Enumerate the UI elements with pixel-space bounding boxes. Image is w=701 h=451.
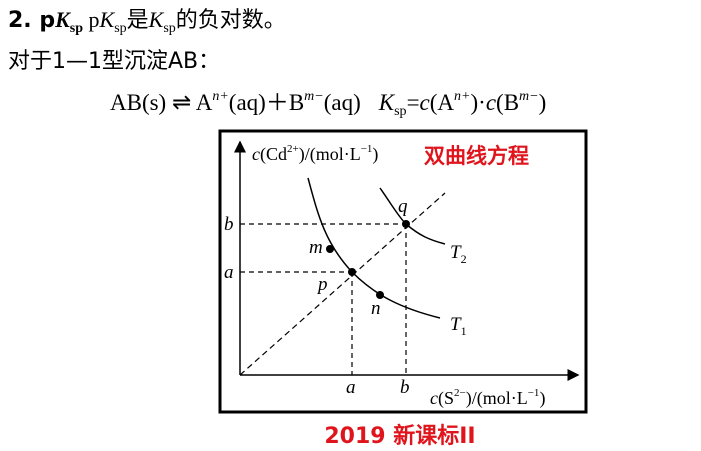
curve-label: T2 (450, 242, 467, 266)
y-tick-label: b (224, 214, 234, 235)
heading-text: K (54, 7, 71, 32)
footer: 2019 新课标II (324, 423, 475, 449)
heading-text: K (148, 7, 165, 32)
point-label: n (371, 298, 381, 319)
point (376, 291, 384, 299)
x-label-text: −1 (528, 387, 540, 399)
eq-text: = (407, 90, 420, 115)
intro-text: 对于1—1型沉淀AB： (8, 49, 220, 74)
eq-text: (B (496, 90, 519, 115)
eq-sup: n+ (454, 89, 470, 104)
x-label-text: )/(mol·L (466, 388, 528, 409)
annotation: 双曲线方程 (424, 144, 529, 168)
eq-text: ) (539, 90, 547, 115)
x-label-text: c (430, 388, 438, 408)
x-label: c(S2−)/(mol·L−1) (430, 387, 545, 409)
curve-t2 (379, 187, 446, 245)
curve-label-text: T (450, 314, 462, 335)
equation: AB(s) ⇌ An+(aq)＋Bm−(aq) Ksp=c(An+)·c(Bm−) (110, 89, 546, 119)
y-tick-label: a (224, 262, 234, 283)
y-label-text: 2+ (287, 143, 299, 155)
eq-sup: n+ (212, 89, 228, 104)
y-label-text: (Cd (260, 144, 287, 165)
heading-text: sp (114, 21, 126, 36)
point (348, 268, 356, 276)
eq-text: K (378, 90, 396, 115)
x-label-text: ) (539, 388, 545, 409)
eq-text: )· (471, 90, 486, 115)
point (402, 220, 410, 228)
x-label-text: (S (438, 388, 454, 409)
eq-text: c (420, 90, 430, 115)
heading-text: K (99, 7, 116, 32)
y-label-text: )/(mol·L (299, 144, 361, 165)
curve-label-text: 2 (461, 252, 467, 266)
heading: 2. pKsp pKsp是Ksp的负对数。 (8, 7, 286, 36)
heading-text: sp (163, 21, 175, 36)
x-tick-label: b (400, 377, 410, 398)
tick-labels: b a a b (224, 214, 410, 398)
point-label: p (316, 274, 328, 295)
eq-sub: sp (394, 104, 406, 119)
eq-sup: m− (519, 89, 539, 104)
eq-text: AB(s) ⇌ A (110, 90, 213, 115)
curve-label: T1 (450, 314, 467, 338)
heading-text: 是 (127, 8, 149, 33)
diagonal (239, 192, 446, 376)
point-labels: m p n q (309, 196, 408, 319)
y-label-text: ) (372, 144, 378, 165)
x-tick-label: a (346, 377, 356, 398)
y-label-text: −1 (361, 143, 373, 155)
eq-text: (A (430, 90, 455, 115)
points (326, 220, 410, 299)
eq-text: c (486, 90, 496, 115)
eq-text: (aq) (324, 90, 361, 115)
x-label-text: 2− (454, 387, 466, 399)
heading-text: sp (70, 21, 83, 36)
heading-text: 2. p (8, 8, 55, 33)
eq-sup: m− (304, 89, 324, 104)
guides (240, 223, 407, 375)
point-label: m (309, 237, 323, 258)
point-label: q (398, 196, 408, 217)
figure-frame (218, 129, 588, 414)
curve-label-text: T (450, 242, 462, 263)
heading-text: p (83, 7, 100, 32)
eq-text: (aq)＋B (229, 90, 304, 115)
intro: 对于1—1型沉淀AB： (8, 49, 220, 74)
heading-text: 的负对数。 (176, 8, 286, 33)
y-label: c(Cd2+)/(mol·L−1) (252, 143, 378, 165)
y-label-text: c (252, 144, 260, 164)
point (326, 245, 334, 253)
curve-label-text: 1 (461, 324, 467, 338)
